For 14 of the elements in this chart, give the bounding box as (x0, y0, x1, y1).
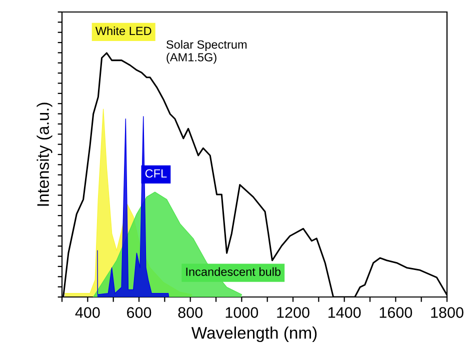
series-label: CFL (145, 169, 167, 178)
x-tick-label: 600 (127, 307, 152, 318)
series-label: Solar Spectrum (AM1.5G) (166, 40, 247, 64)
series-label: Incandescent bulb (186, 267, 281, 276)
x-tick-label: 1600 (380, 307, 412, 318)
x-axis-title: Wavelength (nm) (191, 326, 317, 342)
x-tick-label: 1400 (328, 307, 361, 318)
text: White LED (95, 26, 152, 36)
y-axis-title: Intensity (a.u.) (36, 102, 52, 206)
x-tick-label: 1800 (431, 307, 464, 318)
x-tick-label: 1000 (226, 307, 258, 318)
x-tick-label: 1200 (277, 307, 310, 318)
x-tick-label: 800 (178, 307, 202, 318)
x-tick-label: 400 (75, 307, 100, 318)
